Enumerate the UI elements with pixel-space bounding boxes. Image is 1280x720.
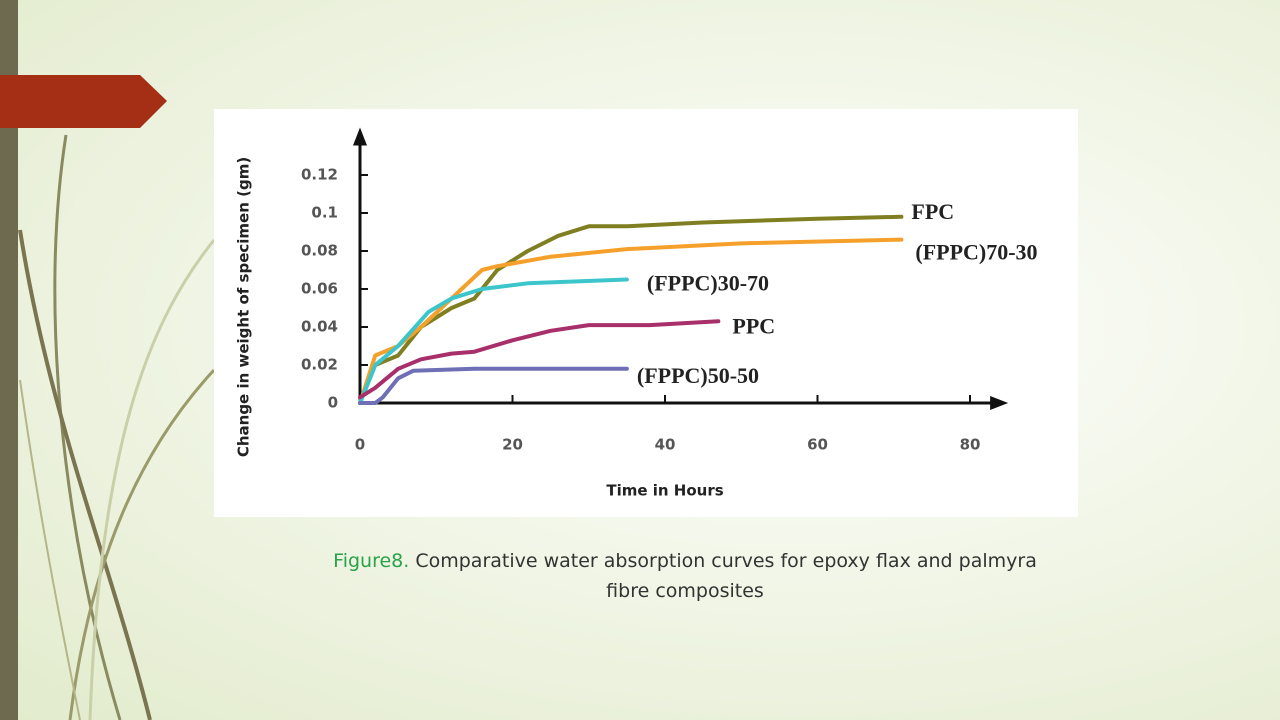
data-line: [358, 214, 904, 405]
curve: [19, 379, 81, 720]
x-tick-label: 0: [355, 436, 365, 454]
curve: [18, 229, 152, 720]
x-axis-arrow: [990, 396, 1009, 410]
side-bar: [0, 0, 18, 720]
data-line: [358, 366, 629, 405]
caption: Figure8. Comparative water absorption cu…: [320, 546, 1050, 606]
y-axis-label: Change in weight of specimen (gm): [235, 157, 253, 457]
curve: [68, 368, 216, 720]
y-tick-label: 0.12: [301, 166, 338, 184]
data-line: [358, 319, 721, 400]
y-axis-arrow: [353, 127, 367, 146]
x-axis-label: Time in Hours: [606, 482, 723, 500]
series-label: (FPPC)50-50: [637, 363, 759, 388]
y-tick-label: 0.02: [301, 356, 338, 374]
series-label: (FPPC)30-70: [647, 271, 769, 296]
y-tick-label: 0.08: [301, 242, 338, 260]
y-tick-label: 0.1: [311, 204, 338, 222]
series-label: (FPPC)70-30: [915, 240, 1037, 265]
x-tick-label: 60: [807, 436, 828, 454]
series-label: PPC: [732, 313, 775, 338]
y-tick-label: 0: [328, 394, 338, 412]
series-label: FPC: [911, 199, 954, 224]
caption-text: Comparative water absorption curves for …: [415, 550, 1037, 602]
y-tick-label: 0.06: [301, 280, 338, 298]
figure-number: Figure8.: [333, 550, 410, 572]
y-tick-label: 0.04: [301, 318, 338, 336]
data-line: [358, 277, 629, 405]
x-tick-label: 20: [502, 436, 523, 454]
title-arrow: [0, 75, 167, 128]
curve: [88, 239, 216, 720]
chart: Change in weight of specimen (gm) Time i…: [214, 109, 1078, 517]
x-tick-label: 40: [655, 436, 676, 454]
data-line: [358, 237, 904, 405]
x-tick-label: 80: [960, 436, 981, 454]
